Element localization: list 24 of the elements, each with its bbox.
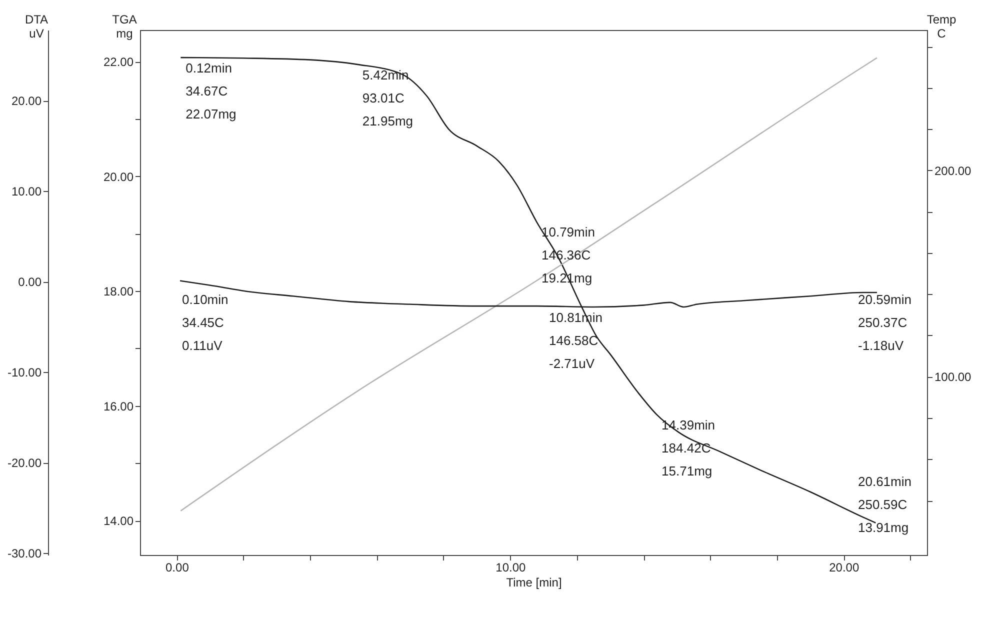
y2-tick-label: 200.00 (934, 164, 972, 178)
x-tick-label: 20.00 (829, 560, 860, 574)
y-axis-title: TGA mg (112, 12, 137, 40)
y3-tick-label: 20.00 (11, 94, 42, 108)
y-tick-label: 18.00 (103, 284, 134, 299)
annotation: 20.61min 250.59C 13.91mg (858, 474, 912, 535)
y-tick-label: 22.00 (103, 55, 134, 70)
annotation: 0.10min 34.45C 0.11uV (182, 292, 228, 353)
annotation: 20.59min 250.37C -1.18uV (858, 292, 912, 353)
y2-tick-label: 100.00 (934, 370, 972, 384)
x-tick-label: 0.00 (166, 560, 190, 574)
y-tick-label: 16.00 (103, 399, 134, 414)
y3-tick-label: 0.00 (18, 275, 42, 290)
y-tick-label: 14.00 (103, 514, 134, 528)
y3-tick-label: -10.00 (7, 366, 42, 380)
y-tick-label: 20.00 (103, 170, 134, 184)
y3-tick-label: -30.00 (7, 546, 42, 561)
y3-tick-label: -20.00 (7, 456, 42, 470)
y2-axis-title: Temp C (926, 12, 956, 40)
annotation: 0.12min 34.67C 22.07mg (186, 60, 236, 122)
x-tick-label: 10.00 (496, 560, 526, 574)
y3-axis-title: DTA uV (24, 12, 48, 40)
y3-tick-label: 10.00 (11, 184, 42, 199)
x-axis-title: Time [min] (506, 576, 562, 590)
